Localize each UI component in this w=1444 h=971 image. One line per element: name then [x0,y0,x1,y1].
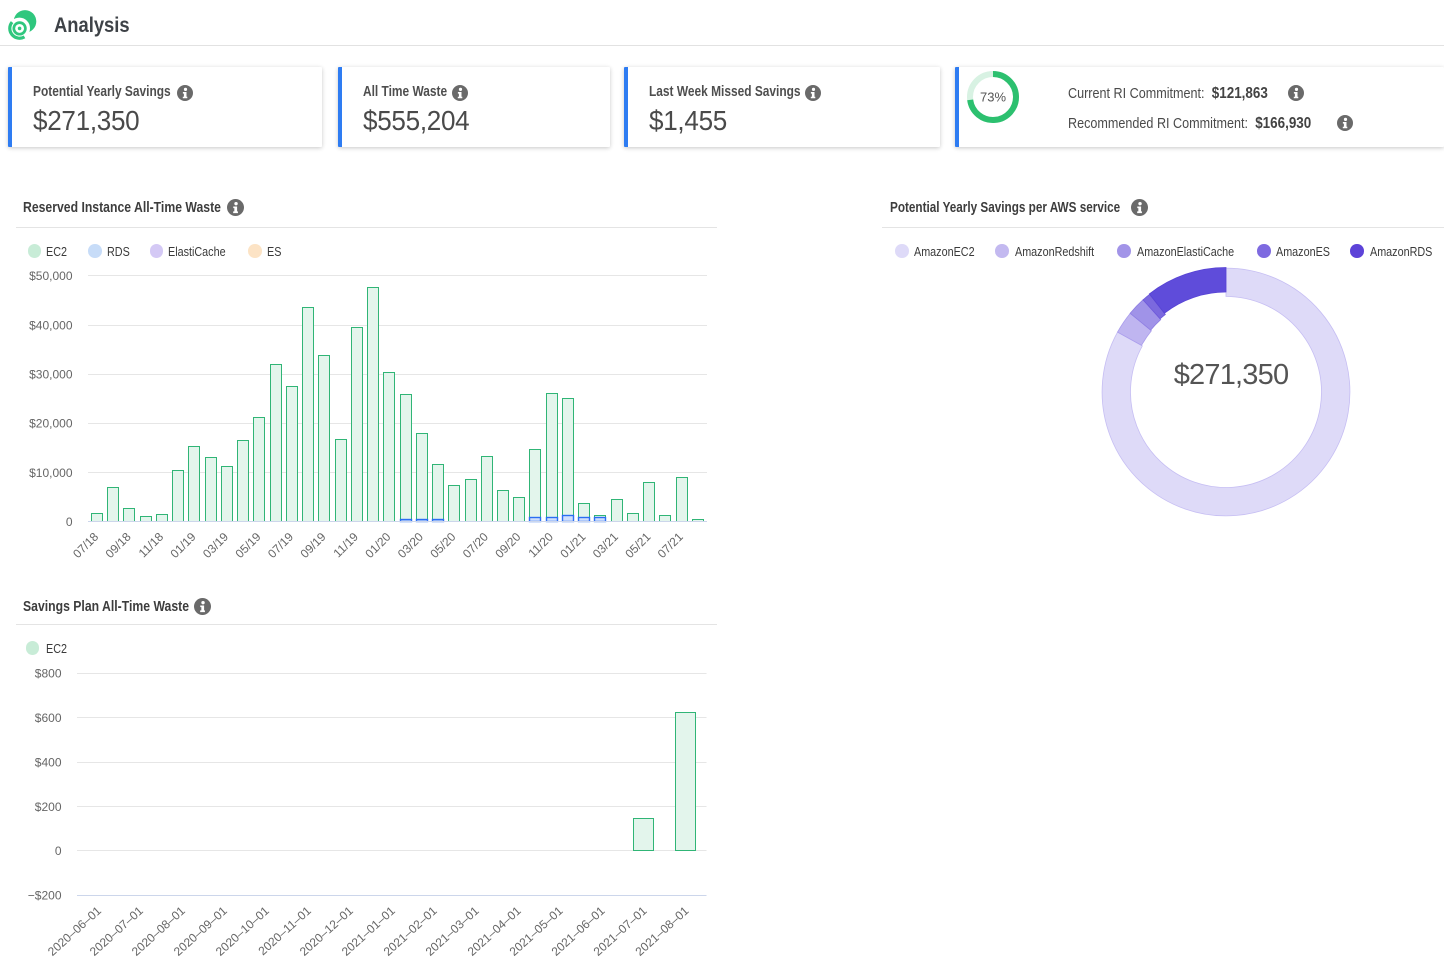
svg-text:$40,000: $40,000 [29,318,73,332]
svg-text:0: 0 [66,515,73,529]
svg-text:01/21: 01/21 [557,529,588,560]
svg-text:03/21: 03/21 [590,529,621,560]
svg-text:$200: $200 [35,800,62,814]
svg-text:05/19: 05/19 [232,529,263,560]
svg-text:$10,000: $10,000 [29,466,73,480]
svg-text:0: 0 [55,844,62,858]
svg-text:$20,000: $20,000 [29,417,73,431]
svg-text:01/20: 01/20 [362,529,393,560]
svg-text:03/19: 03/19 [200,529,231,560]
svg-text:09/19: 09/19 [297,529,328,560]
svg-text:09/18: 09/18 [103,529,134,560]
svg-text:$50,000: $50,000 [29,269,73,283]
svg-text:05/21: 05/21 [622,529,653,560]
svg-text:07/18: 07/18 [70,529,101,560]
svg-text:$800: $800 [35,667,62,681]
svg-text:$400: $400 [35,755,62,769]
svg-text:73%: 73% [980,90,1006,105]
svg-text:05/20: 05/20 [427,529,458,560]
svg-text:09/20: 09/20 [492,529,523,560]
svg-text:11/18: 11/18 [136,529,167,560]
svg-text:11/20: 11/20 [525,529,556,560]
svg-text:01/19: 01/19 [167,529,198,560]
svg-text:07/19: 07/19 [265,529,296,560]
svg-text:03/20: 03/20 [395,529,426,560]
svg-text:11/19: 11/19 [331,529,362,560]
svg-text:07/21: 07/21 [655,529,686,560]
svg-text:$600: $600 [35,711,62,725]
svg-text:−$200: −$200 [28,889,62,903]
svg-text:07/20: 07/20 [460,529,491,560]
svg-text:$30,000: $30,000 [29,368,73,382]
